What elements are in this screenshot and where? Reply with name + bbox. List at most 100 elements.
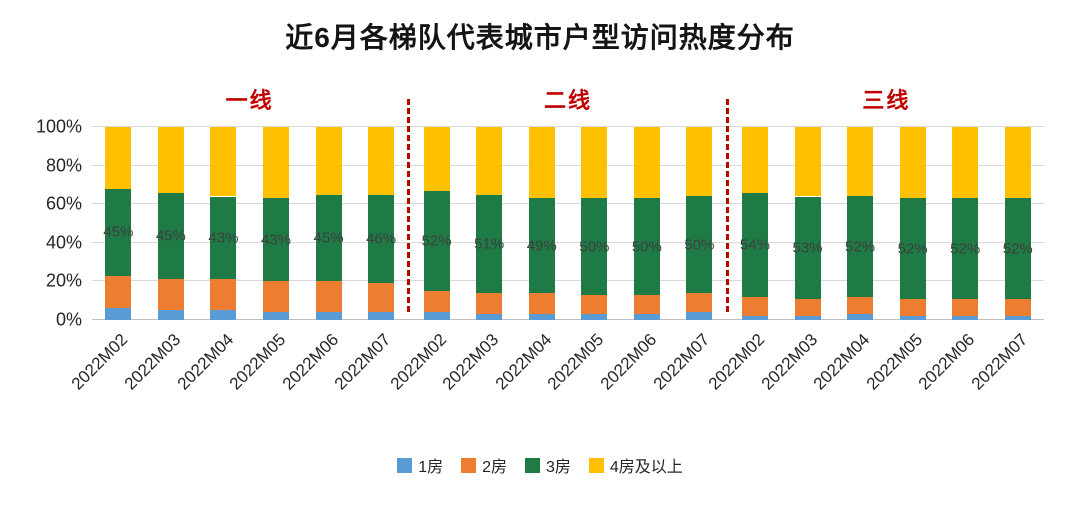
bar-slot: 43% 2022M05 [226, 127, 303, 394]
segment-2房 [741, 296, 768, 317]
segment-3房 [315, 194, 342, 282]
data-label: 50% [684, 236, 715, 254]
x-axis-label: 2022M05 [225, 330, 290, 394]
bar-slot: 50% 2022M07 [649, 127, 726, 394]
segment-4房及以上 [157, 127, 184, 193]
bar-slot: 50% 2022M06 [597, 127, 674, 394]
segment-4房及以上 [210, 127, 237, 197]
x-axis-label: 2022M06 [278, 330, 342, 394]
legend-swatch-icon [461, 457, 477, 473]
segment-1房 [423, 312, 450, 320]
data-label: 45% [155, 227, 186, 245]
gridline-20 [92, 280, 1044, 282]
data-label: 45% [103, 223, 134, 241]
x-axis-label: 2022M05 [544, 330, 608, 394]
bar-slot: 45% 2022M03 [121, 127, 198, 394]
segment-3房 [528, 198, 555, 293]
segment-4房及以上 [315, 127, 342, 195]
x-axis-label: 2022M03 [757, 330, 821, 394]
bar-slot: 54% 2022M02 [705, 127, 782, 394]
segment-2房 [794, 298, 821, 317]
segment-3房 [952, 198, 979, 299]
segment-3房 [157, 192, 184, 280]
segment-2房 [1004, 298, 1031, 317]
segment-4房及以上 [423, 127, 450, 191]
y-axis-tick-40: 40% [45, 232, 82, 253]
stacked-bar-一线-2022M04: 43% [208, 127, 239, 320]
data-label: 46% [366, 230, 397, 248]
bar-slot: 49% 2022M04 [492, 127, 568, 394]
x-axis-label: 2022M04 [491, 330, 556, 394]
segment-2房 [686, 292, 713, 313]
data-label: 52% [897, 240, 928, 258]
chart-title: 近6月各梯队代表城市户型访问热度分布 [285, 22, 795, 53]
segment-3房 [210, 196, 237, 280]
gridline-40 [92, 241, 1044, 243]
bar-slot: 52% 2022M07 [968, 127, 1044, 394]
stacked-bar-一线-2022M02: 45% [103, 127, 134, 320]
segment-4房及以上 [476, 127, 503, 195]
x-axis-label: 2022M02 [386, 330, 451, 394]
x-axis-label: 2022M06 [596, 330, 661, 394]
plot-area: 0% 20% 40% 60% 80% 100% 一线 45% 2022M02 45% 2022M0… [36, 88, 1044, 394]
data-label: 51% [474, 235, 505, 253]
data-label: 54% [739, 236, 770, 254]
y-axis-tick-80: 80% [45, 155, 82, 176]
y-axis-tick-100: 100% [35, 116, 82, 137]
bar-group-1: 一线 45% 2022M02 45% 2022M03 43% 2022M04 43% 2022M… [68, 88, 407, 394]
stacked-bar-三线-2022M02: 54% [739, 127, 770, 320]
segment-2房 [105, 275, 132, 309]
data-label: 52% [1002, 240, 1033, 258]
bar-slot: 52% 2022M02 [386, 127, 463, 394]
data-label: 50% [579, 238, 610, 256]
segment-4房及以上 [528, 127, 555, 199]
group-divider [407, 99, 411, 312]
segment-3房 [794, 196, 821, 299]
segment-1房 [899, 316, 926, 320]
x-axis-label: 2022M04 [173, 330, 237, 394]
bar-slot: 43% 2022M04 [173, 127, 250, 394]
segment-1房 [952, 316, 979, 320]
segment-2房 [952, 298, 979, 317]
segment-1房 [1004, 316, 1031, 320]
legend-item-4房及以上: 4房及以上 [588, 453, 683, 477]
segment-2房 [528, 293, 555, 315]
segment-3房 [423, 190, 450, 292]
segment-2房 [368, 283, 395, 313]
segment-1房 [210, 310, 237, 320]
bar-slot: 50% 2022M05 [544, 127, 621, 394]
stacked-bar-二线-2022M07: 50% [684, 127, 715, 320]
data-label: 43% [208, 229, 239, 247]
segment-4房及以上 [105, 127, 132, 189]
segment-2房 [262, 281, 289, 313]
segment-1房 [476, 314, 503, 320]
segment-3房 [633, 198, 660, 295]
segment-2房 [476, 293, 503, 315]
stacked-bar-二线-2022M03: 51% [474, 127, 505, 320]
tier-label-1: 一线 [225, 88, 274, 113]
segment-3房 [1004, 198, 1031, 299]
y-axis-tick-0: 0% [55, 309, 82, 330]
x-axis-label: 2022M07 [967, 330, 1032, 394]
data-label: 50% [631, 238, 662, 256]
bar-group-3: 三线 54% 2022M02 53% 2022M03 52% 2022M04 52% 2022M… [705, 88, 1044, 394]
x-axis-label: 2022M06 [915, 330, 979, 394]
gridline-0 [92, 319, 1044, 320]
segment-1房 [262, 312, 289, 320]
segment-1房 [368, 312, 395, 320]
segment-1房 [157, 310, 184, 320]
segment-1房 [581, 314, 608, 320]
stacked-bar-三线-2022M06: 52% [950, 127, 980, 320]
segment-4房及以上 [952, 127, 979, 199]
bar-groups-container: 一线 45% 2022M02 45% 2022M03 43% 2022M04 43% 2022M… [68, 88, 1044, 394]
segment-2房 [633, 294, 660, 315]
legend-item-2房: 2房 [461, 453, 507, 477]
bar-slot: 52% 2022M04 [810, 127, 887, 394]
segment-4房及以上 [1004, 127, 1031, 199]
stacked-bar-一线-2022M06: 45% [313, 127, 344, 320]
segment-1房 [686, 312, 713, 320]
data-label: 45% [313, 229, 344, 247]
legend-swatch-icon [525, 457, 540, 473]
segment-4房及以上 [899, 127, 926, 199]
segment-1房 [847, 314, 874, 320]
